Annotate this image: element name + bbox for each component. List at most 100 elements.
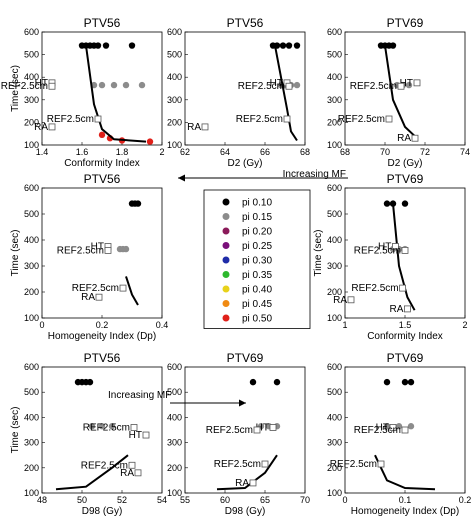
y-tick-label: 100 <box>24 313 39 323</box>
y-tick-label: 200 <box>167 463 182 473</box>
y-tick-label: 300 <box>327 438 342 448</box>
y-tick-label: 400 <box>167 72 182 82</box>
x-tick-label: 0 <box>342 495 347 505</box>
reference-marker <box>403 305 411 313</box>
data-point <box>249 378 257 386</box>
x-axis-label: Conformity Index <box>367 331 443 342</box>
y-tick-label: 100 <box>24 488 39 498</box>
y-axis-label: Time (sec) <box>10 65 21 112</box>
increasing-mf-arrow-1: Increasing MF <box>178 169 348 182</box>
reference-label: HT <box>376 422 389 433</box>
reference-label: REF2.5cm <box>83 422 130 433</box>
reference-label: RA <box>187 122 201 133</box>
reference-label: REF2.5cm <box>236 114 283 125</box>
reference-label: REF2.5cm <box>57 245 104 256</box>
chart-title: PTV56 <box>84 172 121 186</box>
data-point <box>383 200 391 207</box>
x-tick-label: 0.2 <box>459 495 472 505</box>
reference-label: RA <box>235 478 249 489</box>
chart-title: PTV56 <box>227 16 264 30</box>
x-tick-label: 54 <box>157 495 167 505</box>
y-tick-label: 100 <box>327 488 342 498</box>
reference-label: RA <box>34 122 48 133</box>
legend-entry: pi 0.45 <box>242 299 272 310</box>
reference-label: HT <box>129 430 142 441</box>
reference-marker <box>48 123 56 131</box>
x-tick-label: 62 <box>180 147 190 157</box>
legend-swatch <box>222 300 230 307</box>
legend-swatch <box>222 256 230 264</box>
y-tick-label: 600 <box>24 362 39 372</box>
reference-marker <box>249 479 257 487</box>
reference-label: REF2.5cm <box>206 425 253 436</box>
x-axis-label: D98 (Gy) <box>225 506 266 517</box>
y-tick-label: 500 <box>24 209 39 219</box>
y-tick-label: 500 <box>327 387 342 397</box>
reference-marker <box>201 123 209 131</box>
chart-title: PTV69 <box>227 351 264 365</box>
legend-swatch <box>222 314 230 322</box>
x-tick-label: 1.6 <box>76 147 89 157</box>
y-tick-label: 500 <box>167 50 182 60</box>
x-tick-label: 55 <box>180 495 190 505</box>
x-axis-label: Conformity Index <box>64 158 140 169</box>
y-tick-label: 100 <box>327 313 342 323</box>
data-point <box>98 131 106 139</box>
y-tick-label: 400 <box>327 72 342 82</box>
reference-label: REF2.5cm <box>238 81 285 92</box>
arrow-label: Increasing MF <box>283 169 346 180</box>
chart-panel-8: PTV69 0 0.1 0.2 100 200 300 400 500 600 Homogeneit… <box>327 351 471 517</box>
y-tick-label: 400 <box>327 412 342 422</box>
increasing-mf-arrow-2: Increasing MF <box>108 390 246 407</box>
y-tick-label: 300 <box>327 261 342 271</box>
x-tick-label: 50 <box>77 495 87 505</box>
chart-panel-5: PTV69 1 1.5 2 100 200 300 400 500 600 Conformity I… <box>313 172 468 342</box>
data-point <box>122 245 130 253</box>
x-axis-label: D2 (Gy) <box>388 158 423 169</box>
y-tick-label: 400 <box>24 72 39 82</box>
reference-label: REF2.5cm <box>81 460 128 471</box>
legend-box <box>203 189 311 329</box>
y-tick-label: 500 <box>24 50 39 60</box>
reference-marker <box>94 115 102 123</box>
y-tick-label: 400 <box>327 235 342 245</box>
data-point <box>395 423 403 430</box>
arrow-head <box>239 399 246 407</box>
x-axis-label: Homogeneity Index (Dp) <box>48 331 156 342</box>
x-tick-label: 0 <box>39 320 44 330</box>
x-tick-label: 68 <box>300 147 310 157</box>
reference-marker <box>411 134 419 142</box>
reference-label: HT <box>256 422 269 433</box>
x-tick-label: 2 <box>159 147 164 157</box>
reference-marker <box>269 424 277 431</box>
y-tick-label: 200 <box>327 463 342 473</box>
x-tick-label: 72 <box>420 147 430 157</box>
plot-frame <box>184 366 306 494</box>
x-tick-label: 0.2 <box>96 320 109 330</box>
y-tick-label: 100 <box>24 140 39 150</box>
legend-entry: pi 0.10 <box>242 198 272 209</box>
legend-entry: pi 0.35 <box>242 270 272 281</box>
data-point <box>293 81 301 89</box>
chart-title: PTV69 <box>387 16 424 30</box>
reference-marker <box>142 431 150 439</box>
reference-label: HT <box>378 242 391 253</box>
reference-marker <box>399 284 407 292</box>
y-tick-label: 300 <box>167 438 182 448</box>
y-tick-label: 200 <box>24 287 39 297</box>
y-tick-label: 100 <box>167 488 182 498</box>
chart-title: PTV56 <box>84 351 121 365</box>
data-point <box>94 42 102 49</box>
reference-marker <box>401 426 409 434</box>
data-point <box>405 81 413 89</box>
plot-frame <box>41 366 163 494</box>
reference-label: HT <box>91 242 104 253</box>
chart-title: PTV69 <box>387 172 424 186</box>
legend-swatch <box>222 213 230 220</box>
reference-label: REF2.5cm <box>1 81 48 92</box>
data-point <box>401 378 409 386</box>
y-tick-label: 600 <box>167 27 182 37</box>
legend: pi 0.10 pi 0.15 pi 0.20 pi 0.25 pi 0.30 pi 0.… <box>203 189 311 329</box>
data-point <box>110 81 118 89</box>
data-point <box>98 81 106 89</box>
